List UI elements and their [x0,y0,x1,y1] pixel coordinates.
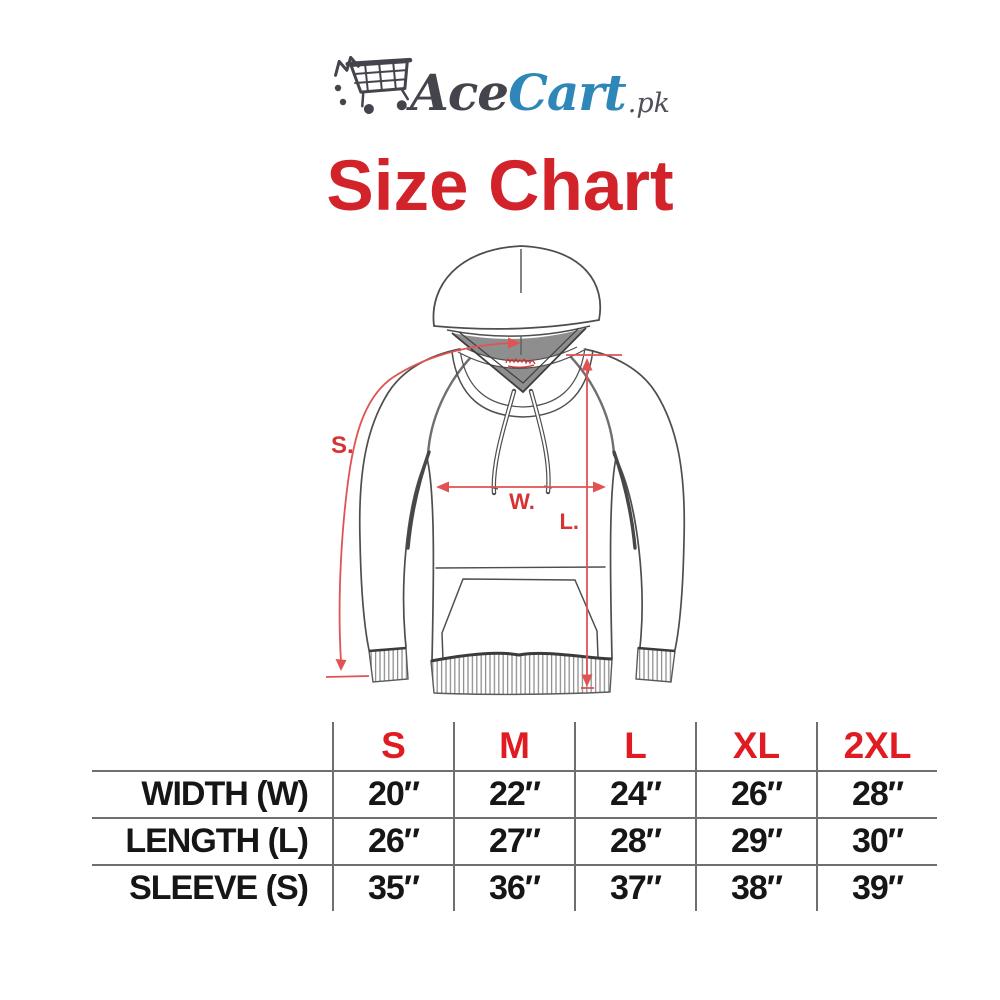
length-s-value: 26″ [332,817,453,864]
size-col-header-s: S [332,722,453,770]
width-2xl-value: 28″ [816,770,937,817]
length-xl-value: 29″ [695,817,816,864]
hoodie-body-outline [358,348,686,662]
hoodie-measurement-diagram: S. W. L. [325,245,686,696]
sleeve-s-value: 35″ [332,864,453,911]
row-label-width: WIDTH (W) [92,770,332,817]
length-2xl-value: 30″ [816,817,937,864]
size-table: S M L XL 2XL WIDTH (W) 20″ 22″ 24″ 26″ 2… [92,722,937,911]
logo-text-suffix: .pk [627,88,670,119]
hoodie-hood [432,245,602,496]
width-l-value: 24″ [574,770,695,817]
measurement-arrowheads [335,337,606,687]
page-title: Size Chart [326,147,674,226]
size-col-header-l: L [574,722,695,770]
size-col-header-m: M [453,722,574,770]
hoodie-hem-rib [430,651,613,696]
size-table-corner [92,722,332,770]
hoodie-cuffs [368,646,676,683]
size-col-header-xl: XL [695,722,816,770]
size-col-header-2xl: 2XL [816,722,937,770]
sleeve-measure-line [338,342,512,663]
kangaroo-pocket [441,578,599,661]
hoodie-seams [406,353,637,550]
logo-text-highlight: Cart [508,63,627,122]
sleeve-2xl-value: 39″ [816,864,937,911]
sleeve-l-value: 37″ [574,864,695,911]
sleeve-xl-value: 38″ [695,864,816,911]
length-l-value: 28″ [574,817,695,864]
width-m-value: 22″ [453,770,574,817]
measurement-lines [325,342,622,689]
collar-brand-script-icon [505,358,536,368]
sleeve-m-value: 36″ [453,864,574,911]
hoodie-drawstrings [489,388,553,496]
row-label-sleeve: SLEEVE (S) [92,864,332,911]
shopping-cart-icon [334,55,413,115]
length-m-value: 27″ [453,817,574,864]
width-s-value: 20″ [332,770,453,817]
width-measure-label: W. [509,489,535,514]
length-measure-label: L. [559,509,579,534]
sleeve-measure-label: S. [331,432,354,459]
row-label-length: LENGTH (L) [92,817,332,864]
logo-text-prefix: Ace [410,63,509,122]
brand-logo: Ace Cart .pk [0,44,1000,118]
width-xl-value: 26″ [695,770,816,817]
